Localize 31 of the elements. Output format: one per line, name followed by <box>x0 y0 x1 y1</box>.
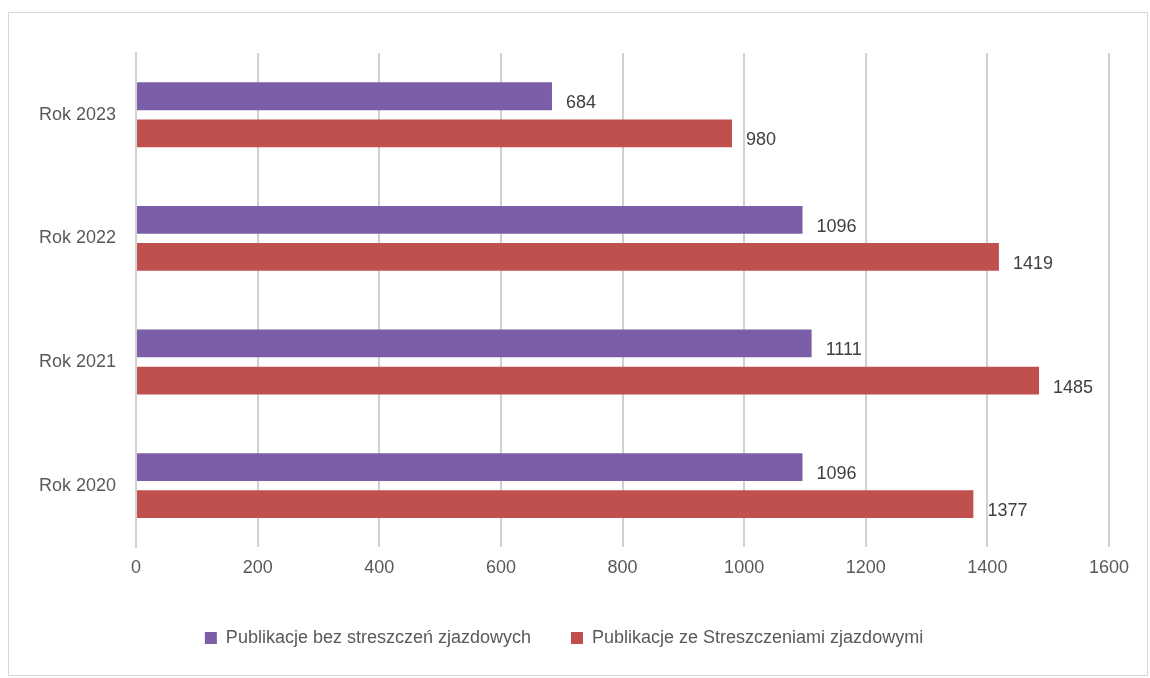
bar <box>137 205 803 234</box>
x-tick-label: 1200 <box>845 557 886 578</box>
legend-label: Publikacje bez streszczeń zjazdowych <box>225 626 532 647</box>
data-label: 1377 <box>987 500 1028 521</box>
x-tick-label: 0 <box>131 557 142 578</box>
bar <box>137 490 974 519</box>
x-tick-label: 600 <box>485 557 516 578</box>
bar <box>137 243 999 271</box>
y-tick-label: Rok 2023 <box>38 103 117 124</box>
bar <box>137 453 803 481</box>
data-label: 1485 <box>1053 376 1094 397</box>
x-tick-label: 1600 <box>1088 557 1129 578</box>
y-tick-label: Rok 2020 <box>38 474 117 495</box>
data-label: 980 <box>745 129 777 150</box>
x-tick-label: 400 <box>364 557 395 578</box>
bar <box>137 82 552 111</box>
bar <box>137 366 1040 395</box>
data-label: 684 <box>565 92 597 113</box>
y-tick-label: Rok 2021 <box>38 350 117 371</box>
data-label: 1096 <box>816 463 857 484</box>
x-tick-label: 200 <box>242 557 273 578</box>
data-label: 1096 <box>816 215 857 236</box>
x-tick-label: 800 <box>607 557 638 578</box>
bar <box>137 119 732 148</box>
bar <box>137 329 812 358</box>
y-tick-label: Rok 2022 <box>38 227 117 248</box>
data-label: 1419 <box>1012 252 1053 273</box>
data-label: 1111 <box>825 339 862 360</box>
legend-label: Publikacje ze Streszczeniami zjazdowymi <box>592 626 924 647</box>
x-tick-label: 1400 <box>967 557 1008 578</box>
x-tick-label: 1000 <box>724 557 765 578</box>
